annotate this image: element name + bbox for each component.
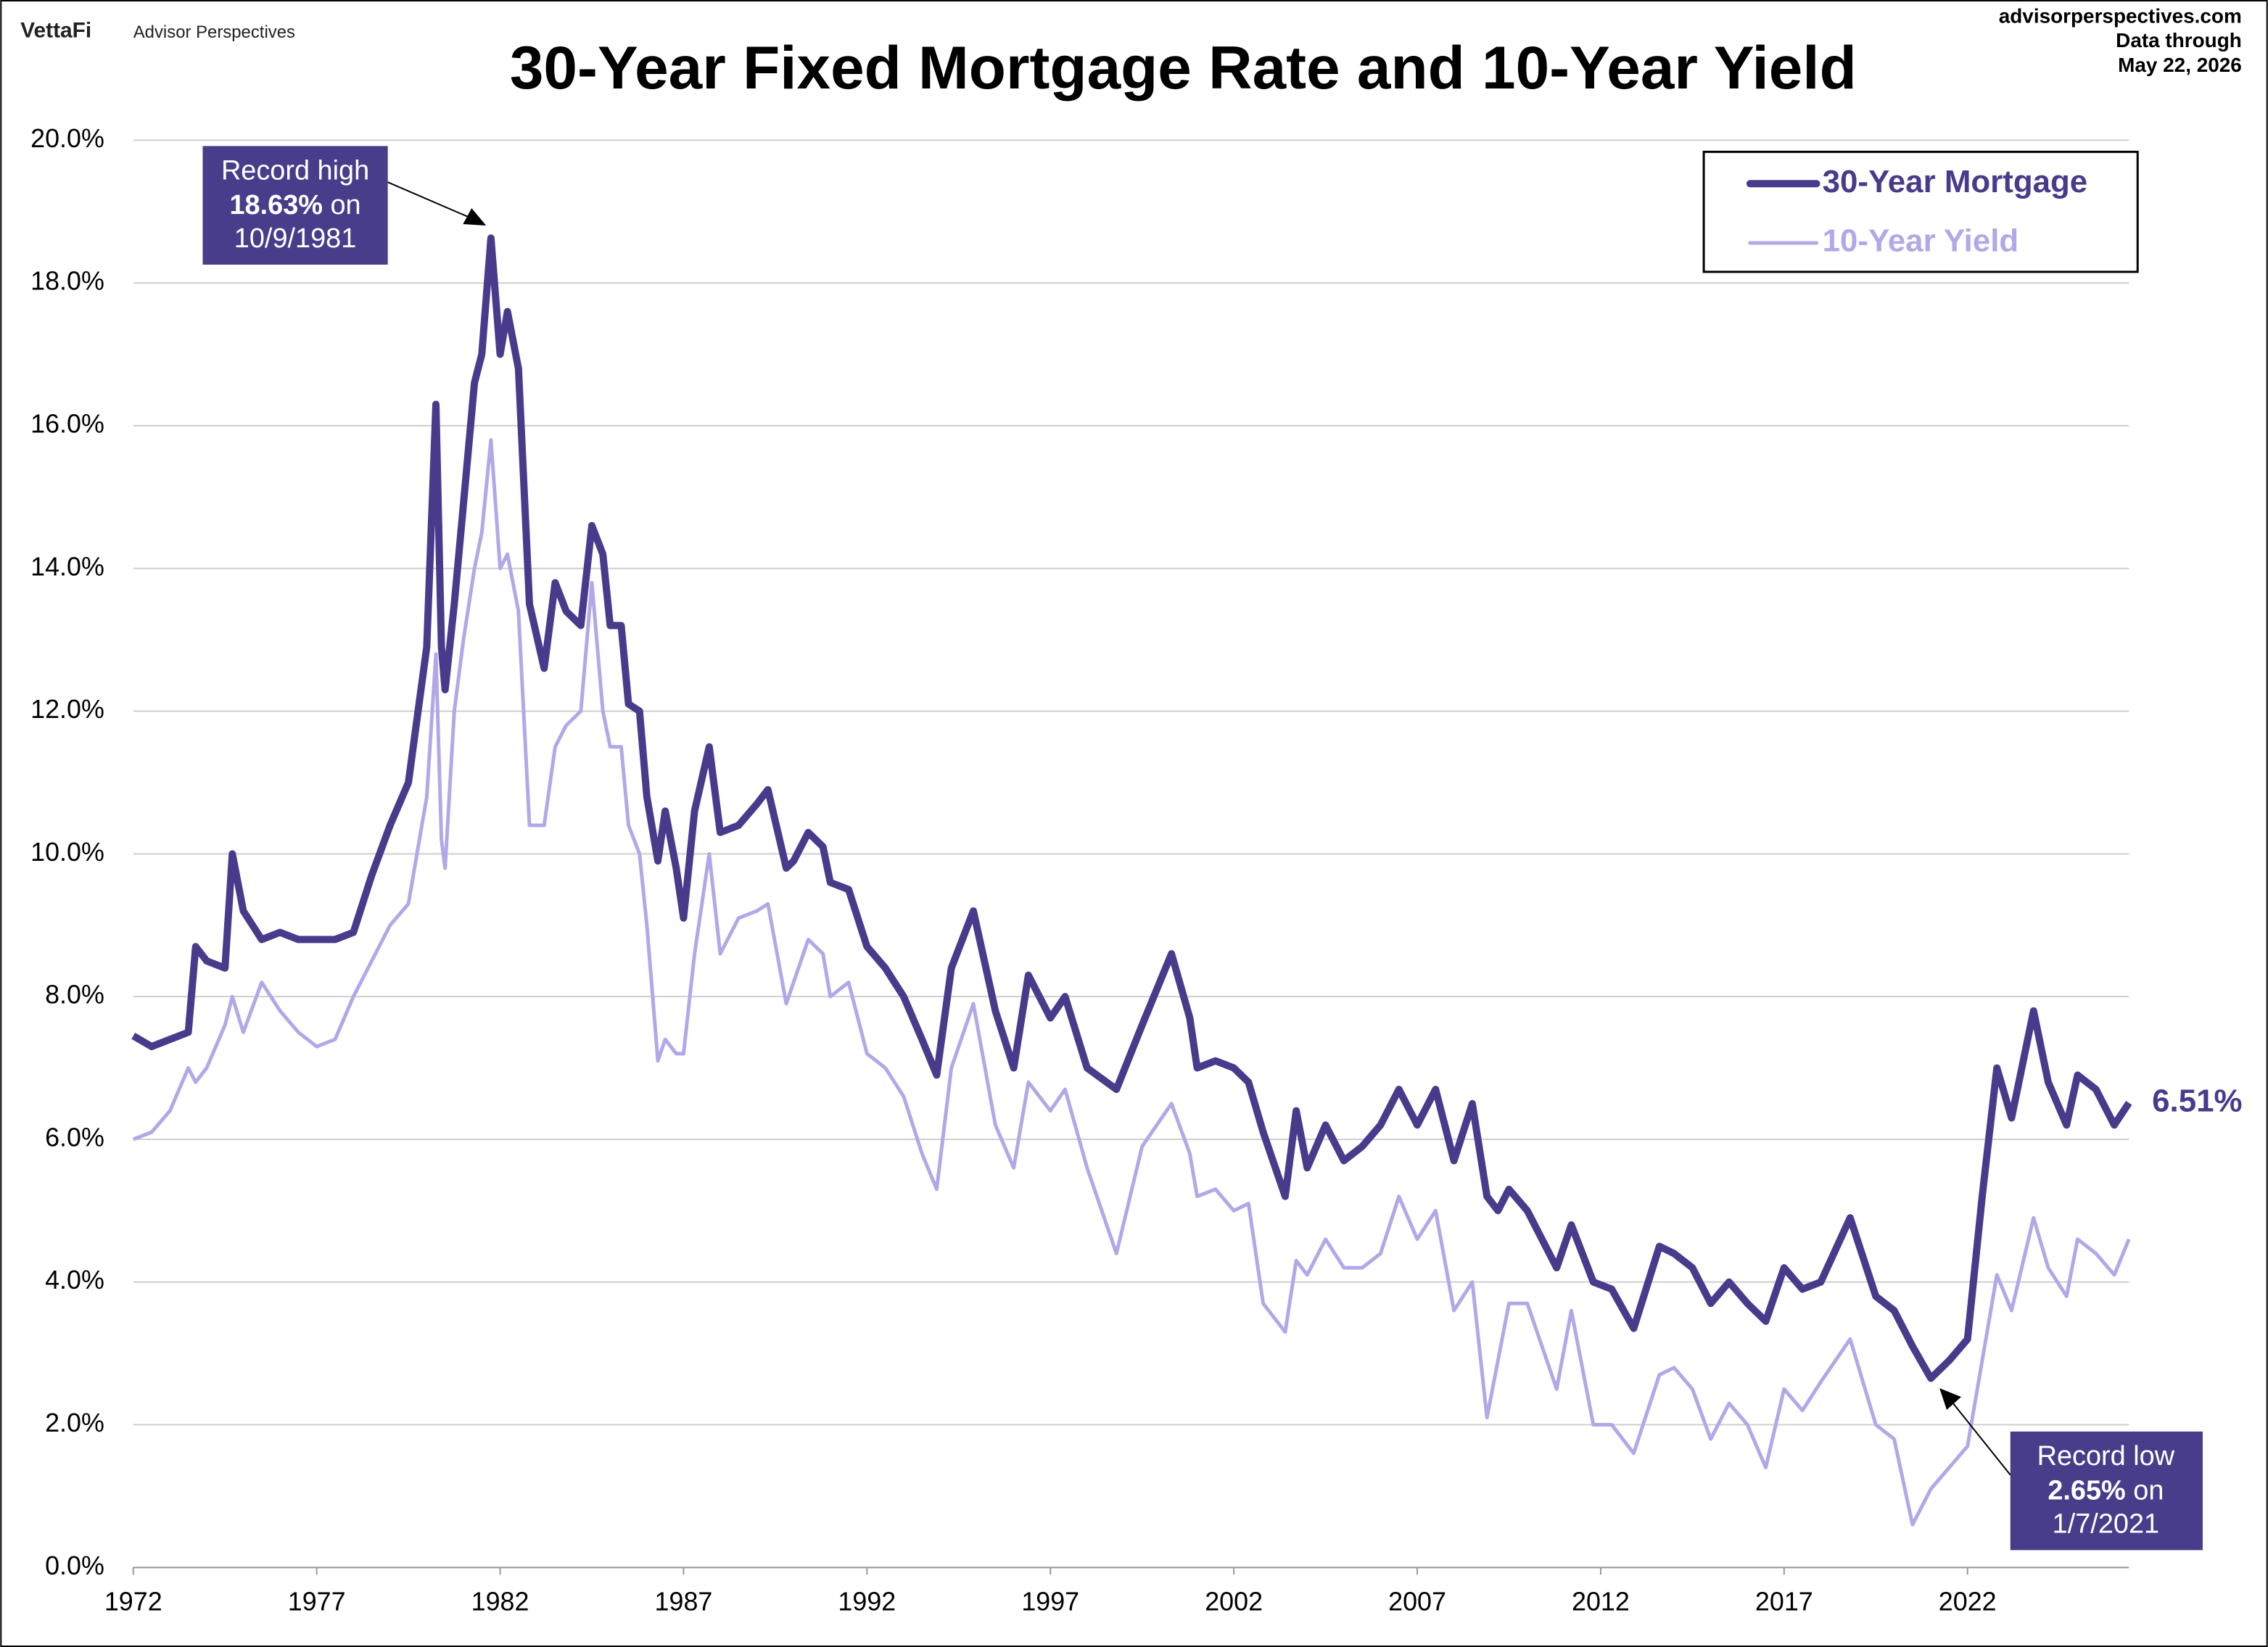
y-tick-label: 16.0% [30, 409, 104, 438]
y-tick-label: 8.0% [45, 981, 104, 1010]
y-tick-label: 12.0% [30, 695, 104, 724]
annotation-text: Record high [221, 155, 369, 186]
data-date: May 22, 2026 [2118, 54, 2242, 76]
y-tick-label: 14.0% [30, 552, 104, 581]
annotation-date: 10/9/1981 [234, 223, 356, 254]
x-tick-label: 1972 [104, 1588, 162, 1617]
brand: VettaFi [20, 19, 91, 43]
annotation-value: 18.63% [229, 190, 322, 220]
legend-label: 30-Year Mortgage [1823, 164, 2088, 199]
y-tick-label: 4.0% [45, 1266, 104, 1295]
grid [132, 139, 2129, 1575]
y-tick-label: 2.0% [45, 1408, 104, 1437]
annotation-value: 2.65% [2048, 1476, 2125, 1506]
annotation-text: Record low [2037, 1441, 2175, 1471]
x-tick-label: 1987 [655, 1588, 713, 1617]
x-tick-label: 1977 [288, 1588, 346, 1617]
site: advisorperspectives.com [1999, 4, 2242, 27]
annotation-box [202, 146, 388, 265]
x-tick-label: 1992 [838, 1588, 896, 1617]
y-tick-label: 10.0% [30, 838, 104, 867]
legend-label: 10-Year Yield [1823, 223, 2019, 259]
y-tick-label: 6.0% [45, 1123, 104, 1152]
y-tick-label: 18.0% [30, 267, 104, 296]
annotation-text: 2.65% on [2048, 1476, 2164, 1506]
x-tick-label: 1997 [1021, 1588, 1079, 1617]
arrow-head [463, 208, 487, 226]
annotation-connector: on [330, 190, 360, 220]
x-tick-label: 2007 [1388, 1588, 1446, 1617]
end-label: 6.51% [2152, 1083, 2242, 1118]
x-tick-label: 2012 [1572, 1588, 1630, 1617]
arrow-head [1939, 1388, 1961, 1411]
legend-box [1702, 150, 2139, 273]
x-tick-label: 2022 [1939, 1588, 1997, 1617]
annotation-connector: on [2133, 1476, 2164, 1506]
annotation-high: Record high 18.63% on 10/9/1981 [202, 146, 487, 265]
y-tick-label: 20.0% [30, 124, 104, 153]
annotation-date: 1/7/2021 [2053, 1509, 2159, 1540]
series-line [132, 438, 2131, 1527]
annotation-box [2010, 1431, 2203, 1551]
x-tick-label: 1982 [471, 1588, 529, 1617]
annotation-low: Record low 2.65% on 1/7/2021 [1939, 1388, 2203, 1551]
data-note: Data through [2116, 29, 2242, 51]
annotation-text: 18.63% on [229, 190, 360, 220]
x-tick-label: 2002 [1205, 1588, 1263, 1617]
legend: 30-Year Mortgage 10-Year Yield [1702, 150, 2139, 273]
annotation-arrow [1952, 1402, 2011, 1476]
chart-title: 30-Year Fixed Mortgage Rate and 10-Year … [510, 33, 1857, 102]
series-line [131, 234, 2132, 1382]
lines [131, 234, 2132, 1527]
brand-sub: Advisor Perspectives [133, 22, 295, 42]
x-tick-label: 2017 [1755, 1588, 1813, 1617]
annotation-arrow [387, 181, 472, 219]
y-tick-label: 0.0% [45, 1551, 104, 1580]
